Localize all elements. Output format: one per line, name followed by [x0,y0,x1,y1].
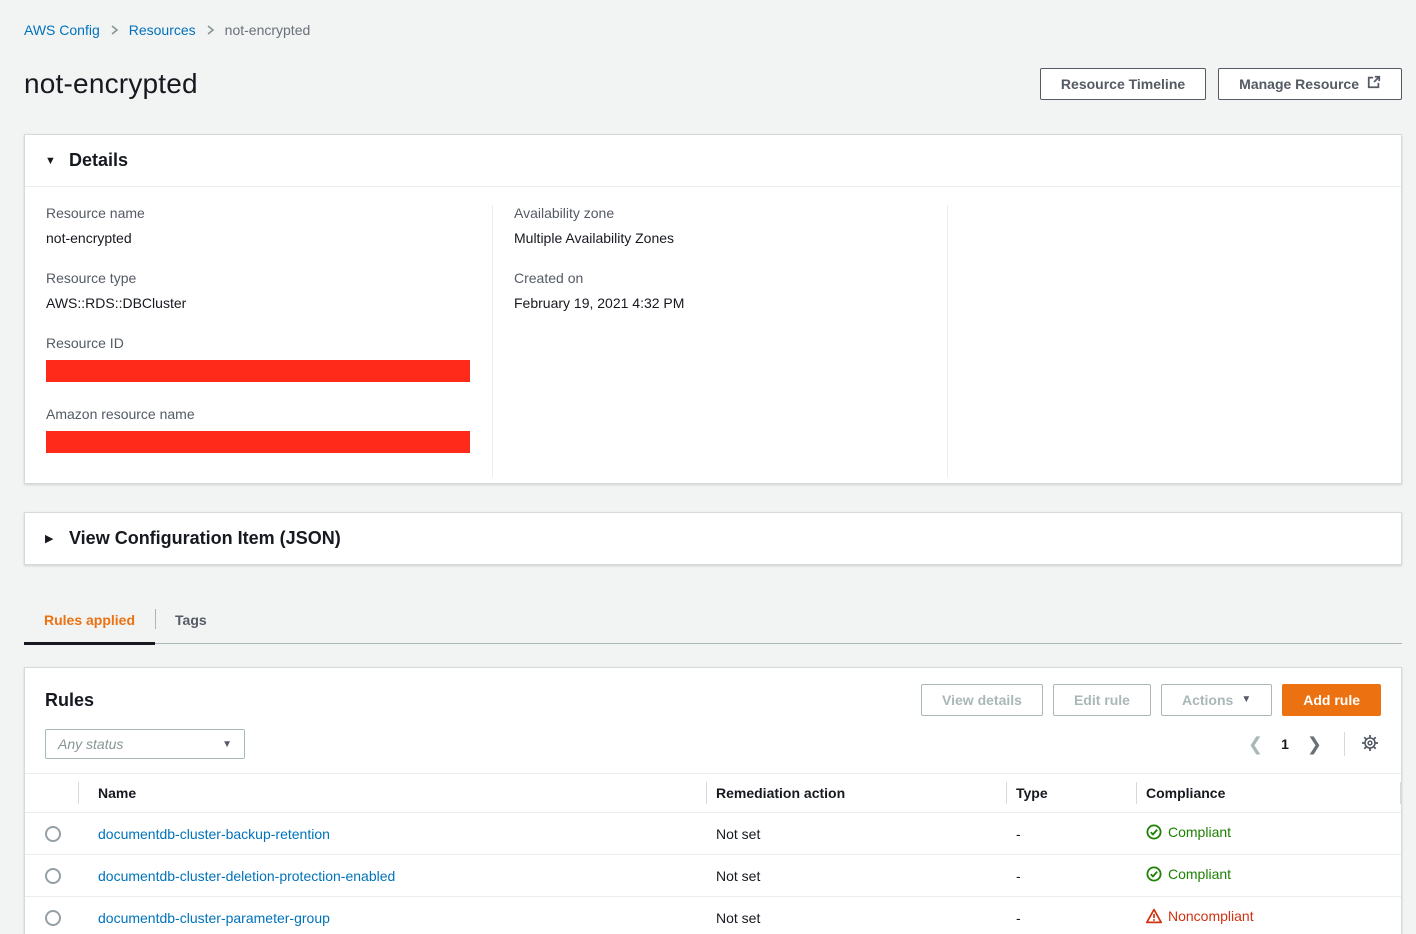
rules-panel: Rules View details Edit rule Actions ▼ A… [24,667,1402,934]
settings-gear-button[interactable] [1359,732,1381,757]
details-column-2: Availability zone Multiple Availability … [492,205,947,477]
column-header-type: Type [1006,773,1136,813]
table-header-row: Name Remediation action Type Compliance [25,773,1401,813]
breadcrumb: AWS Config Resources not-encrypted [24,22,1402,38]
table-row: documentdb-cluster-backup-retention Not … [25,812,1401,855]
field-amazon-resource-name: Amazon resource name [46,406,470,453]
tab-bar: Rules applied Tags [24,603,1402,645]
external-link-icon [1367,75,1381,93]
field-resource-id: Resource ID [46,335,470,382]
pagination: ❮ 1 ❯ [1240,732,1381,757]
breadcrumb-aws-config[interactable]: AWS Config [24,22,100,38]
row-radio-button[interactable] [45,868,61,885]
field-label: Availability zone [514,205,615,221]
actions-label: Actions [1181,692,1234,708]
json-panel-title: View Configuration Item (JSON) [69,528,341,548]
type-cell: - [1006,812,1136,855]
compliance-label: Compliant [1168,824,1232,840]
compliance-badge: Compliant [1146,824,1231,840]
select-column-header [25,773,78,813]
redaction-bar [46,360,470,382]
type-cell: - [1016,909,1021,926]
add-rule-button[interactable]: Add rule [1282,684,1381,716]
page-header-actions: Resource Timeline Manage Resource [1039,68,1402,100]
page-title: not-encrypted [24,68,198,99]
warning-triangle-icon [1146,908,1162,924]
expand-caret-icon: ▶ [45,533,54,545]
compliance-badge: Noncompliant [1146,908,1254,924]
compliance-label: Noncompliant [1168,908,1254,924]
field-created-on: Created on February 19, 2021 4:32 PM [514,270,925,311]
row-radio-button[interactable] [45,826,61,843]
tab-rules-applied[interactable]: Rules applied [24,603,156,645]
field-value: not-encrypted [46,230,132,246]
configuration-item-json-panel: ▶ View Configuration Item (JSON) [24,512,1402,565]
field-resource-type: Resource type AWS::RDS::DBCluster [46,270,470,311]
resource-timeline-button[interactable]: Resource Timeline [1039,68,1207,100]
check-circle-icon [1146,824,1162,840]
column-header-name: Name [78,773,706,813]
details-panel: ▼ Details Resource name not-encrypted Re… [24,134,1402,484]
remediation-action-cell: Not set [706,812,1006,855]
manage-resource-label: Manage Resource [1239,76,1359,92]
type-cell: - [1006,854,1136,897]
page-header: not-encrypted Resource Timeline Manage R… [24,68,1402,100]
actions-dropdown-button[interactable]: Actions ▼ [1160,684,1273,716]
details-column-3 [946,205,1402,477]
rules-table: Name Remediation action Type Compliance … [25,773,1401,934]
field-value: February 19, 2021 4:32 PM [514,295,685,311]
caret-down-icon: ▼ [1241,694,1252,705]
column-header-remediation-action: Remediation action [706,773,1006,813]
field-value: AWS::RDS::DBCluster [46,295,187,311]
table-row: documentdb-cluster-parameter-group Not s… [25,897,1401,934]
column-header-compliance: Compliance [1136,773,1401,813]
rule-link[interactable]: documentdb-cluster-deletion-protection-e… [98,867,396,884]
compliance-badge: Compliant [1146,866,1231,882]
page-number[interactable]: 1 [1281,736,1289,752]
gear-icon [1361,734,1379,755]
row-radio-button[interactable] [45,910,61,927]
breadcrumb-resources[interactable]: Resources [128,22,196,38]
field-value: Multiple Availability Zones [514,230,675,246]
chevron-right-icon [110,24,119,36]
field-label: Amazon resource name [46,406,195,422]
collapse-caret-icon: ▼ [45,154,56,167]
field-resource-name: Resource name not-encrypted [46,205,470,246]
field-label: Resource name [46,205,145,221]
remediation-action-cell: Not set [716,909,761,926]
rules-actions: View details Edit rule Actions ▼ Add rul… [921,684,1381,716]
details-panel-title: Details [69,150,129,170]
remediation-action-cell: Not set [706,854,1006,897]
rules-title: Rules [45,689,95,710]
rule-link[interactable]: documentdb-cluster-backup-retention [98,825,330,842]
resource-timeline-label: Resource Timeline [1060,76,1186,92]
tab-tags[interactable]: Tags [155,603,227,643]
field-label: Resource ID [46,335,124,351]
previous-page-button[interactable]: ❮ [1240,733,1271,755]
table-row: documentdb-cluster-deletion-protection-e… [25,854,1401,897]
rules-panel-header: Rules View details Edit rule Actions ▼ A… [25,668,1401,773]
redaction-bar [46,431,470,453]
details-column-1: Resource name not-encrypted Resource typ… [25,205,492,477]
json-panel-header[interactable]: ▶ View Configuration Item (JSON) [25,513,1401,564]
compliance-label: Compliant [1168,866,1232,882]
caret-down-icon: ▼ [222,738,232,750]
check-circle-icon [1146,866,1162,882]
view-details-button[interactable]: View details [921,684,1043,716]
details-body: Resource name not-encrypted Resource typ… [25,187,1401,483]
status-filter-placeholder: Any status [58,736,124,752]
edit-rule-button[interactable]: Edit rule [1052,684,1151,716]
divider [1344,732,1345,756]
field-label: Created on [514,270,584,286]
rule-link[interactable]: documentdb-cluster-parameter-group [98,909,330,926]
manage-resource-button[interactable]: Manage Resource [1218,68,1402,100]
field-availability-zone: Availability zone Multiple Availability … [514,205,925,246]
chevron-right-icon [206,24,215,36]
details-panel-header[interactable]: ▼ Details [25,135,1401,187]
field-label: Resource type [46,270,137,286]
status-filter-select[interactable]: Any status ▼ [45,729,245,759]
breadcrumb-current: not-encrypted [224,22,311,38]
next-page-button[interactable]: ❯ [1299,733,1330,755]
